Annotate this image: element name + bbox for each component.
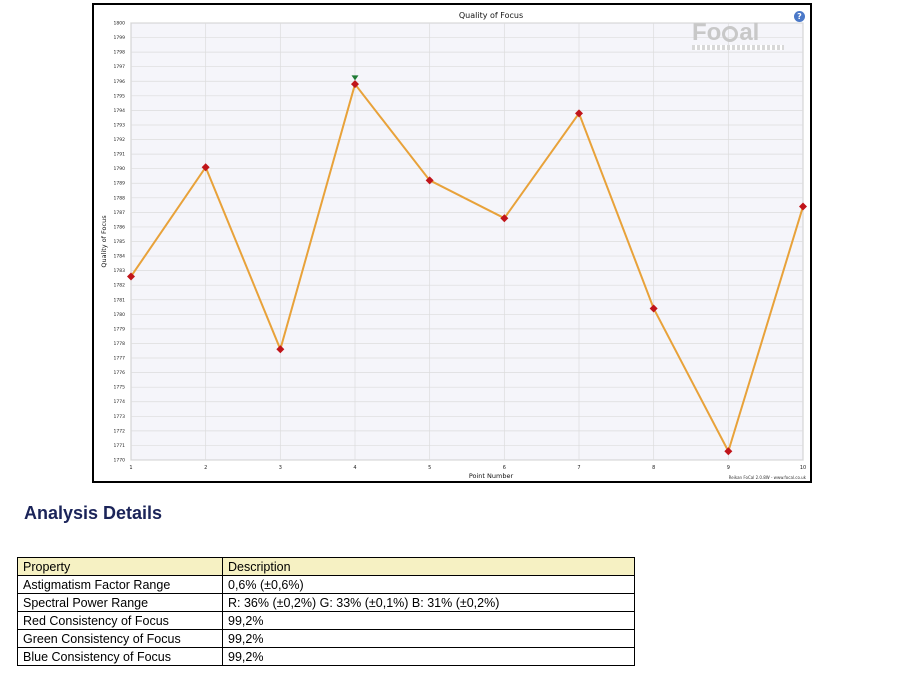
chart-canvas: 1770 1771 1772 1773 1774 1775 1776 1777 1778 1779… xyxy=(100,11,807,480)
data-point-marker xyxy=(575,109,583,118)
data-point-marker xyxy=(799,202,807,211)
property-cell: Red Consistency of Focus xyxy=(17,611,223,630)
property-cell: Blue Consistency of Focus xyxy=(17,647,223,666)
data-point-marker xyxy=(724,447,733,456)
y-tick-label: 1799 xyxy=(114,35,126,41)
data-point-marker xyxy=(425,176,434,185)
y-tick-label: 1771 xyxy=(114,443,126,449)
y-tick-label: 1793 xyxy=(114,122,126,128)
data-point-marker xyxy=(276,345,285,354)
table-header-row: Property Description xyxy=(17,557,635,576)
y-tick-label: 1775 xyxy=(114,385,126,391)
y-tick-label: 1798 xyxy=(114,50,126,56)
y-tick-label: 1773 xyxy=(114,414,126,420)
description-cell: 0,6% (±0,6%) xyxy=(222,575,635,594)
property-cell: Green Consistency of Focus xyxy=(17,629,223,648)
y-tick-label: 1800 xyxy=(114,21,126,27)
best-focus-marker xyxy=(351,75,359,81)
analysis-details-table: Property Description Astigmatism Factor … xyxy=(17,557,635,666)
x-tick-label: 1 xyxy=(129,465,132,471)
y-tick-label: 1782 xyxy=(114,283,126,289)
description-cell: 99,2% xyxy=(222,629,635,648)
y-tick-label: 1774 xyxy=(114,399,126,405)
y-tick-label: 1786 xyxy=(114,224,126,230)
series-line xyxy=(130,82,804,454)
y-tick-label: 1778 xyxy=(114,341,126,347)
x-axis-label: Point Number xyxy=(469,472,514,480)
x-tick-label: 6 xyxy=(503,465,506,471)
x-tick-label: 2 xyxy=(204,465,207,471)
quality-of-focus-chart: 1770 1771 1772 1773 1774 1775 1776 1777 1778 1779… xyxy=(92,3,812,483)
table-row: Astigmatism Factor Range 0,6% (±0,6%) xyxy=(17,575,635,594)
data-point-marker xyxy=(201,163,210,172)
y-tick-label: 1785 xyxy=(114,239,126,245)
y-tick-label: 1795 xyxy=(114,93,126,99)
grid xyxy=(130,22,804,461)
y-tick-label: 1781 xyxy=(114,297,126,303)
x-tick-label: 8 xyxy=(652,465,655,471)
help-icon[interactable]: ? xyxy=(794,11,805,22)
y-tick-label: 1770 xyxy=(114,458,126,464)
x-tick-label: 3 xyxy=(279,465,282,471)
data-point-marker xyxy=(127,272,135,281)
table-row: Red Consistency of Focus 99,2% xyxy=(17,611,635,630)
y-tick-label: 1791 xyxy=(114,152,126,158)
table-row: Blue Consistency of Focus 99,2% xyxy=(17,647,635,666)
y-tick-label: 1777 xyxy=(114,356,126,362)
analysis-details-heading: Analysis Details xyxy=(24,503,163,523)
data-point-marker xyxy=(649,304,658,313)
y-tick-label: 1792 xyxy=(114,137,126,143)
table-row: Spectral Power Range R: 36% (±0,2%) G: 3… xyxy=(17,593,635,612)
y-tick-label: 1787 xyxy=(114,210,126,216)
logo-tagline-decoration xyxy=(692,45,784,50)
y-tick-label: 1790 xyxy=(114,166,126,172)
x-tick-label: 10 xyxy=(800,465,806,471)
table-row: Green Consistency of Focus 99,2% xyxy=(17,629,635,648)
x-tick-label: 5 xyxy=(428,465,431,471)
y-tick-label: 1796 xyxy=(114,79,126,85)
y-tick-label: 1797 xyxy=(114,64,126,70)
chart-copyright: Reikan FoCal 2.0.8W - www.focal.co.uk xyxy=(728,475,806,480)
data-point-marker xyxy=(500,214,509,223)
column-header-description: Description xyxy=(222,557,635,576)
y-tick-label: 1780 xyxy=(114,312,126,318)
description-cell: 99,2% xyxy=(222,647,635,666)
y-tick-label: 1788 xyxy=(114,195,126,201)
y-axis-label: Quality of Focus xyxy=(100,215,108,268)
y-tick-label: 1772 xyxy=(114,428,126,434)
y-tick-label: 1794 xyxy=(114,108,126,114)
x-tick-label: 4 xyxy=(353,465,356,471)
column-header-property: Property xyxy=(17,557,223,576)
y-tick-label: 1784 xyxy=(114,254,126,260)
description-cell: 99,2% xyxy=(222,611,635,630)
description-cell: R: 36% (±0,2%) G: 33% (±0,1%) B: 31% (±0… xyxy=(222,593,635,612)
x-tick-label: 9 xyxy=(727,465,730,471)
x-tick-label: 7 xyxy=(577,465,580,471)
data-point-marker xyxy=(351,80,359,89)
y-tick-label: 1776 xyxy=(114,370,126,376)
y-tick-label: 1783 xyxy=(114,268,126,274)
y-tick-label: 1789 xyxy=(114,181,126,187)
y-tick-label: 1779 xyxy=(114,326,126,332)
chart-title: Quality of Focus xyxy=(459,11,523,20)
property-cell: Astigmatism Factor Range xyxy=(17,575,223,594)
focal-logo: Fo al xyxy=(692,19,760,46)
property-cell: Spectral Power Range xyxy=(17,593,223,612)
